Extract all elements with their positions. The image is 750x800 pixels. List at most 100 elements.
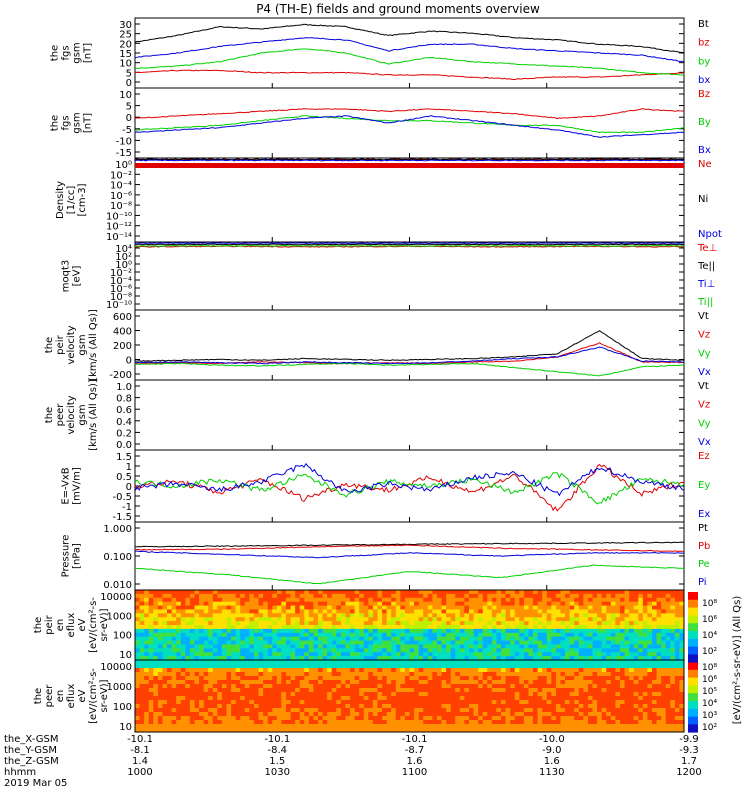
heatmap-cell [674,656,680,661]
heatmap-cell [629,708,635,713]
heatmap-cell [148,640,154,645]
heatmap-cell [217,712,223,717]
heatmap-cell [661,597,667,603]
heatmap-cell [656,597,662,603]
heatmap-cell [180,664,186,669]
heatmap-cell [176,590,182,595]
heatmap-cell [638,590,644,595]
heatmap-cell [235,700,241,705]
heatmap-cell [505,656,511,661]
heatmap-cell [478,613,484,618]
heatmap-cell [427,672,433,677]
heatmap-cell [610,652,616,657]
heatmap-cell [231,672,237,677]
heatmap-cell [619,708,625,713]
heatmap-cell [345,704,351,709]
heatmap-cell [542,590,548,595]
heatmap-cell [386,621,392,626]
legend-entry: Ne [698,159,712,170]
heatmap-cell [510,625,516,630]
heatmap-cell [665,601,671,606]
heatmap-cell [313,660,319,665]
heatmap-cell [674,597,680,603]
heatmap-cell [670,621,676,626]
heatmap-cell [583,648,589,653]
heatmap-cell [395,684,401,689]
heatmap-cell [624,660,630,665]
heatmap-cell [647,590,653,595]
heatmap-cell [377,708,383,713]
heatmap-cell [221,708,227,713]
heatmap-cell [501,640,506,645]
heatmap-cell [546,636,552,641]
heatmap-cell [551,680,557,685]
heatmap-cell [235,590,241,595]
heatmap-cell [496,617,502,622]
y-tick-label: 200 [113,341,132,352]
heatmap-cell [679,676,685,681]
y-tick-label: 10⁻² [110,170,132,181]
heatmap-cell [185,640,191,645]
heatmap-cell [638,696,644,701]
heatmap-cell [313,593,319,599]
heatmap-cell [569,680,575,685]
heatmap-cell [189,668,195,673]
heatmap-cell [574,688,580,693]
heatmap-cell [391,668,397,673]
heatmap-cell [281,644,287,649]
heatmap-cell [377,688,383,693]
heatmap-cell [528,621,534,626]
heatmap-cell [350,652,355,657]
heatmap-cell [185,660,191,665]
heatmap-cell [331,712,337,717]
heatmap-cell [276,696,282,701]
heatmap-cell [194,656,200,661]
heatmap-cell [418,680,424,685]
heatmap-cell [409,724,415,729]
colorbar-segment [688,615,698,624]
heatmap-cell [569,664,575,669]
heatmap-cell [555,692,561,697]
heatmap-cell [404,656,410,661]
heatmap-cell [404,704,410,709]
heatmap-cell [436,696,442,701]
heatmap-cell [290,601,296,606]
heatmap-cell [574,613,580,618]
heatmap-cell [171,668,177,673]
heatmap-cell [395,720,401,725]
heatmap-cell [135,613,140,618]
heatmap-cell [441,613,447,618]
heatmap-cell [258,728,264,733]
heatmap-cell [674,593,680,599]
heatmap-cell [478,590,484,595]
heatmap-cell [290,724,296,729]
heatmap-cell [235,724,241,729]
heatmap-cell [386,720,392,725]
heatmap-cell [404,644,410,649]
y-tick-label: 10² [115,252,132,263]
heatmap-cell [418,664,424,669]
heatmap-cell [624,636,630,641]
heatmap-cell [139,590,145,595]
heatmap-cell [285,700,291,705]
heatmap-cell [505,676,511,681]
heatmap-cell [423,692,429,697]
heatmap-cell [501,605,506,610]
heatmap-cell [542,625,548,630]
heatmap-cell [478,664,484,669]
heatmap-cell [441,692,447,697]
heatmap-cell [240,668,246,673]
heatmap-cell [231,590,237,595]
heatmap-cell [578,668,584,673]
heatmap-cell [368,601,374,606]
heatmap-cell [551,668,557,673]
heatmap-cell [455,668,461,673]
heatmap-cell [615,668,621,673]
heatmap-cell [455,605,461,610]
heatmap-cell [299,617,305,622]
heatmap-cell [189,648,195,653]
heatmap-cell [464,590,470,595]
heatmap-cell [267,708,273,713]
heatmap-cell [308,660,314,665]
heatmap-cell [199,590,205,595]
